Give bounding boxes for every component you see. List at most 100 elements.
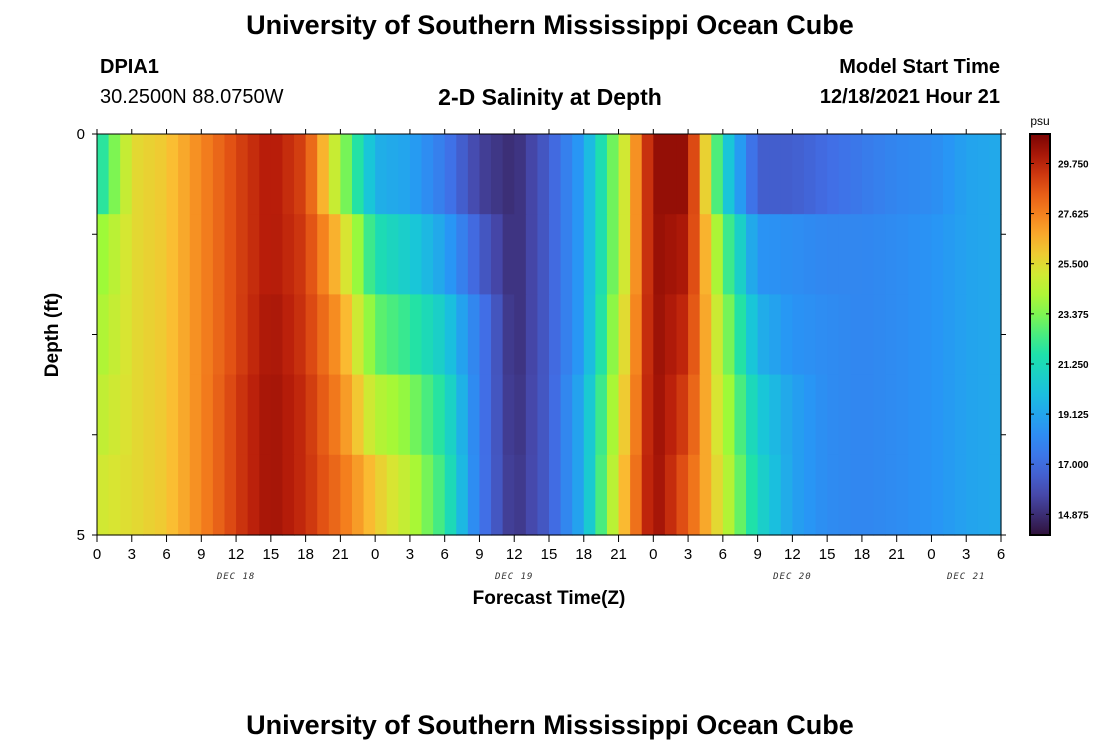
heatmap-cell (212, 294, 226, 376)
heatmap-cell (294, 374, 307, 456)
heatmap-cell (606, 454, 620, 536)
heatmap-cell (885, 374, 898, 456)
heatmap-cell (722, 294, 736, 376)
heatmap-cell (572, 374, 585, 456)
date-label: DEC 19 (494, 572, 534, 582)
heatmap-cell (340, 214, 353, 295)
heatmap-cell (537, 214, 550, 295)
x-tick-label: 12 (784, 546, 801, 563)
heatmap-cell (931, 454, 944, 536)
colorbar-tick-label: 14.875 (1058, 510, 1089, 521)
heatmap-cell (583, 454, 596, 536)
heatmap-cell (583, 134, 596, 215)
heatmap-cell (722, 214, 736, 295)
heatmap-cell (166, 454, 179, 536)
heatmap-cell (803, 134, 817, 215)
heatmap-cell (282, 214, 295, 295)
heatmap-cell (328, 454, 341, 536)
heatmap-cell (108, 454, 121, 536)
heatmap-cell (120, 454, 133, 536)
heatmap-cell (943, 214, 956, 295)
x-tick-label: 3 (406, 546, 414, 563)
heatmap-cell (294, 294, 307, 376)
page-title: University of Southern Mississippi Ocean… (246, 10, 854, 40)
heatmap-cell (456, 294, 469, 376)
heatmap-cell (386, 294, 399, 376)
heatmap-cell (838, 454, 851, 536)
heatmap-cell (363, 214, 376, 295)
heatmap-cell (827, 454, 840, 536)
heatmap-cell (583, 374, 596, 456)
heatmap-cell (931, 374, 944, 456)
heatmap-cell (143, 294, 156, 376)
heatmap-cell (224, 134, 237, 215)
heatmap-cell (317, 134, 330, 215)
heatmap-cell (236, 454, 249, 536)
x-tick-label: 0 (93, 546, 101, 563)
colorbar-tick-label: 23.375 (1058, 310, 1089, 321)
x-tick-label: 18 (575, 546, 592, 563)
heatmap-cell (641, 294, 654, 376)
heatmap-cell (433, 374, 446, 456)
heatmap-cell (653, 454, 666, 536)
heatmap-cell (711, 454, 724, 536)
heatmap-cell (572, 454, 585, 536)
heatmap-cell (97, 214, 110, 295)
heatmap-cell (711, 294, 724, 376)
heatmap-cell (189, 454, 202, 536)
heatmap-cell (653, 214, 666, 295)
x-axis: 0 3 6 9 12 15 18 21 0 3 6 9 12 15 18 21 0 3 6 9 12 15 18 21 0 3 6 D… (93, 129, 1005, 582)
x-tick-label: 0 (649, 546, 657, 563)
heatmap-cell (966, 294, 979, 376)
heatmap-cell (757, 134, 770, 215)
heatmap-cell (746, 214, 759, 295)
heatmap-cell (699, 374, 712, 456)
heatmap-cell (664, 454, 678, 536)
heatmap-cell (954, 214, 967, 295)
heatmap-cell (803, 454, 817, 536)
heatmap-cell (154, 294, 168, 376)
heatmap-cell (873, 454, 886, 536)
heatmap-cell (375, 454, 388, 536)
heatmap-cell (908, 214, 921, 295)
heatmap-cell (757, 454, 770, 536)
heatmap-cell (989, 134, 1002, 215)
heatmap-cell (919, 294, 933, 376)
heatmap-cell (630, 134, 643, 215)
heatmap-cell (873, 214, 886, 295)
heatmap-cell (618, 454, 631, 536)
heatmap-cell (351, 214, 365, 295)
heatmap-cell (398, 294, 411, 376)
heatmap-cell (131, 214, 144, 295)
heatmap-cell (757, 294, 770, 376)
heatmap-cell (224, 454, 237, 536)
x-tick-label: 3 (962, 546, 970, 563)
heatmap-cell (479, 134, 492, 215)
heatmap-cell (166, 374, 179, 456)
heatmap-cell (919, 374, 933, 456)
heatmap-cell (896, 374, 909, 456)
heatmap-cell (780, 134, 793, 215)
heatmap-cell (676, 214, 689, 295)
heatmap-cell (514, 454, 527, 536)
heatmap-cell (351, 134, 365, 215)
heatmap-cell (131, 454, 144, 536)
heatmap-cell (931, 214, 944, 295)
heatmap-cell (919, 214, 933, 295)
heatmap-cell (873, 374, 886, 456)
heatmap-cell (919, 454, 933, 536)
x-tick-label: 3 (684, 546, 692, 563)
heatmap-cell (838, 294, 851, 376)
heatmap-cell (444, 134, 457, 215)
heatmap-cell (143, 454, 156, 536)
heatmap-cell (351, 294, 365, 376)
heatmap-cell (340, 134, 353, 215)
x-tick-label: 21 (888, 546, 905, 563)
heatmap-cell (131, 294, 144, 376)
y-axis: 05 (77, 126, 1006, 544)
x-tick-label: 21 (332, 546, 349, 563)
date-label: DEC 20 (772, 572, 812, 582)
heatmap-cell (815, 374, 828, 456)
heatmap-cell (433, 214, 446, 295)
heatmap-cell (340, 454, 353, 536)
